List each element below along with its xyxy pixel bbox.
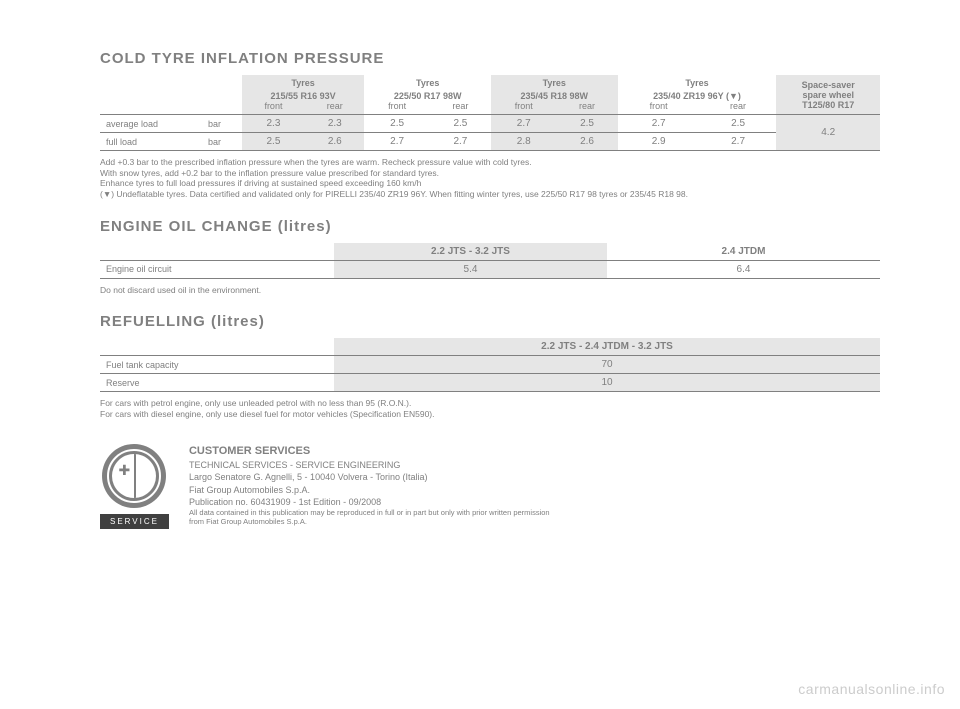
tyre-cell: 2.5: [700, 115, 777, 133]
sub-rear-2: rear: [556, 101, 617, 115]
spare-val: 4.2: [776, 115, 880, 151]
fuel-row-0-val: 70: [334, 356, 880, 374]
tyre-cell: 2.5: [364, 115, 429, 133]
tyre-cell: 2.5: [556, 115, 617, 133]
tyre-group-1-spec: 225/50 R17 98W: [364, 88, 491, 101]
tyre-cell: 2.9: [618, 133, 700, 151]
tyre-cell: 2.5: [430, 115, 491, 133]
tyre-cell: 2.7: [430, 133, 491, 151]
tyre-cell: 2.3: [242, 115, 305, 133]
tyre-cell: 2.7: [618, 115, 700, 133]
fuel-title: REFUELLING (litres): [100, 313, 880, 330]
tyre-group-3-spec: 235/40 ZR19 96Y (▼): [618, 88, 777, 101]
spare-l1: Space-saver: [802, 80, 855, 90]
sub-rear-3: rear: [700, 101, 777, 115]
fuel-table: 2.2 JTS - 2.4 JTDM - 3.2 JTS Fuel tank c…: [100, 338, 880, 392]
tyre-group-2-spec: 235/45 R18 98W: [491, 88, 618, 101]
tyre-title: COLD TYRE INFLATION PRESSURE: [100, 50, 880, 67]
sub-front-2: front: [491, 101, 556, 115]
sub-front-3: front: [618, 101, 700, 115]
fuel-note: For cars with petrol engine, only use un…: [100, 398, 880, 419]
fuel-row-1-label: Reserve: [100, 374, 334, 392]
oil-val2: 6.4: [607, 260, 880, 278]
sub-rear-1: rear: [430, 101, 491, 115]
oil-col2: 2.4 JTDM: [607, 243, 880, 261]
tyre-cell: 2.6: [305, 133, 364, 151]
tyre-cell: 2.3: [305, 115, 364, 133]
fuel-col: 2.2 JTS - 2.4 JTDM - 3.2 JTS: [334, 338, 880, 356]
tyre-row-0-label: average load: [100, 115, 202, 133]
tyre-table: Tyres Tyres Tyres Tyres Space-saver spar…: [100, 75, 880, 151]
footer-line3: Fiat Group Automobiles S.p.A.: [189, 484, 550, 496]
sub-rear-0: rear: [305, 101, 364, 115]
footer-line1: TECHNICAL SERVICES - SERVICE ENGINEERING: [189, 459, 550, 471]
tyre-group-0-label: Tyres: [242, 75, 365, 88]
tyre-group-0-spec: 215/55 R16 93V: [242, 88, 365, 101]
logo: SERVICE: [100, 444, 169, 529]
spare-l2: spare wheel: [802, 90, 854, 100]
oil-table: 2.2 JTS - 3.2 JTS 2.4 JTDM Engine oil ci…: [100, 243, 880, 279]
oil-title: ENGINE OIL CHANGE (litres): [100, 218, 880, 235]
tyre-row-1-unit: bar: [202, 133, 242, 151]
footer-text: CUSTOMER SERVICES TECHNICAL SERVICES - S…: [189, 444, 550, 525]
tyre-row-0-unit: bar: [202, 115, 242, 133]
tyre-cell: 2.5: [242, 133, 305, 151]
fuel-row-1-val: 10: [334, 374, 880, 392]
tyre-cell: 2.7: [491, 115, 556, 133]
tyre-note: Add +0.3 bar to the prescribed inflation…: [100, 157, 880, 200]
oil-col1: 2.2 JTS - 3.2 JTS: [334, 243, 607, 261]
tyre-group-3-label: Tyres: [618, 75, 777, 88]
service-label: SERVICE: [100, 514, 169, 529]
tyre-cell: 2.7: [364, 133, 429, 151]
tyre-cell: 2.7: [700, 133, 777, 151]
tyre-row-1-label: full load: [100, 133, 202, 151]
cs-title: CUSTOMER SERVICES: [189, 444, 550, 459]
spare-l3: T125/80 R17: [802, 100, 854, 110]
alfa-logo-icon: [102, 444, 166, 508]
tyre-group-2-label: Tyres: [491, 75, 618, 88]
sub-front-1: front: [364, 101, 429, 115]
footer-small2: from Fiat Group Automobiles S.p.A.: [189, 517, 550, 526]
tyre-cell: 2.6: [556, 133, 617, 151]
oil-row-label: Engine oil circuit: [100, 260, 334, 278]
footer-small1: All data contained in this publication m…: [189, 508, 550, 517]
oil-val1: 5.4: [334, 260, 607, 278]
tyre-group-1-label: Tyres: [364, 75, 491, 88]
footer-line2: Largo Senatore G. Agnelli, 5 - 10040 Vol…: [189, 471, 550, 483]
footer: SERVICE CUSTOMER SERVICES TECHNICAL SERV…: [100, 444, 880, 529]
tyre-cell: 2.8: [491, 133, 556, 151]
oil-note: Do not discard used oil in the environme…: [100, 285, 880, 296]
fuel-row-0-label: Fuel tank capacity: [100, 356, 334, 374]
footer-line4: Publication no. 60431909 - 1st Edition -…: [189, 496, 550, 508]
sub-front-0: front: [242, 101, 305, 115]
watermark: carmanualsonline.info: [798, 681, 945, 697]
